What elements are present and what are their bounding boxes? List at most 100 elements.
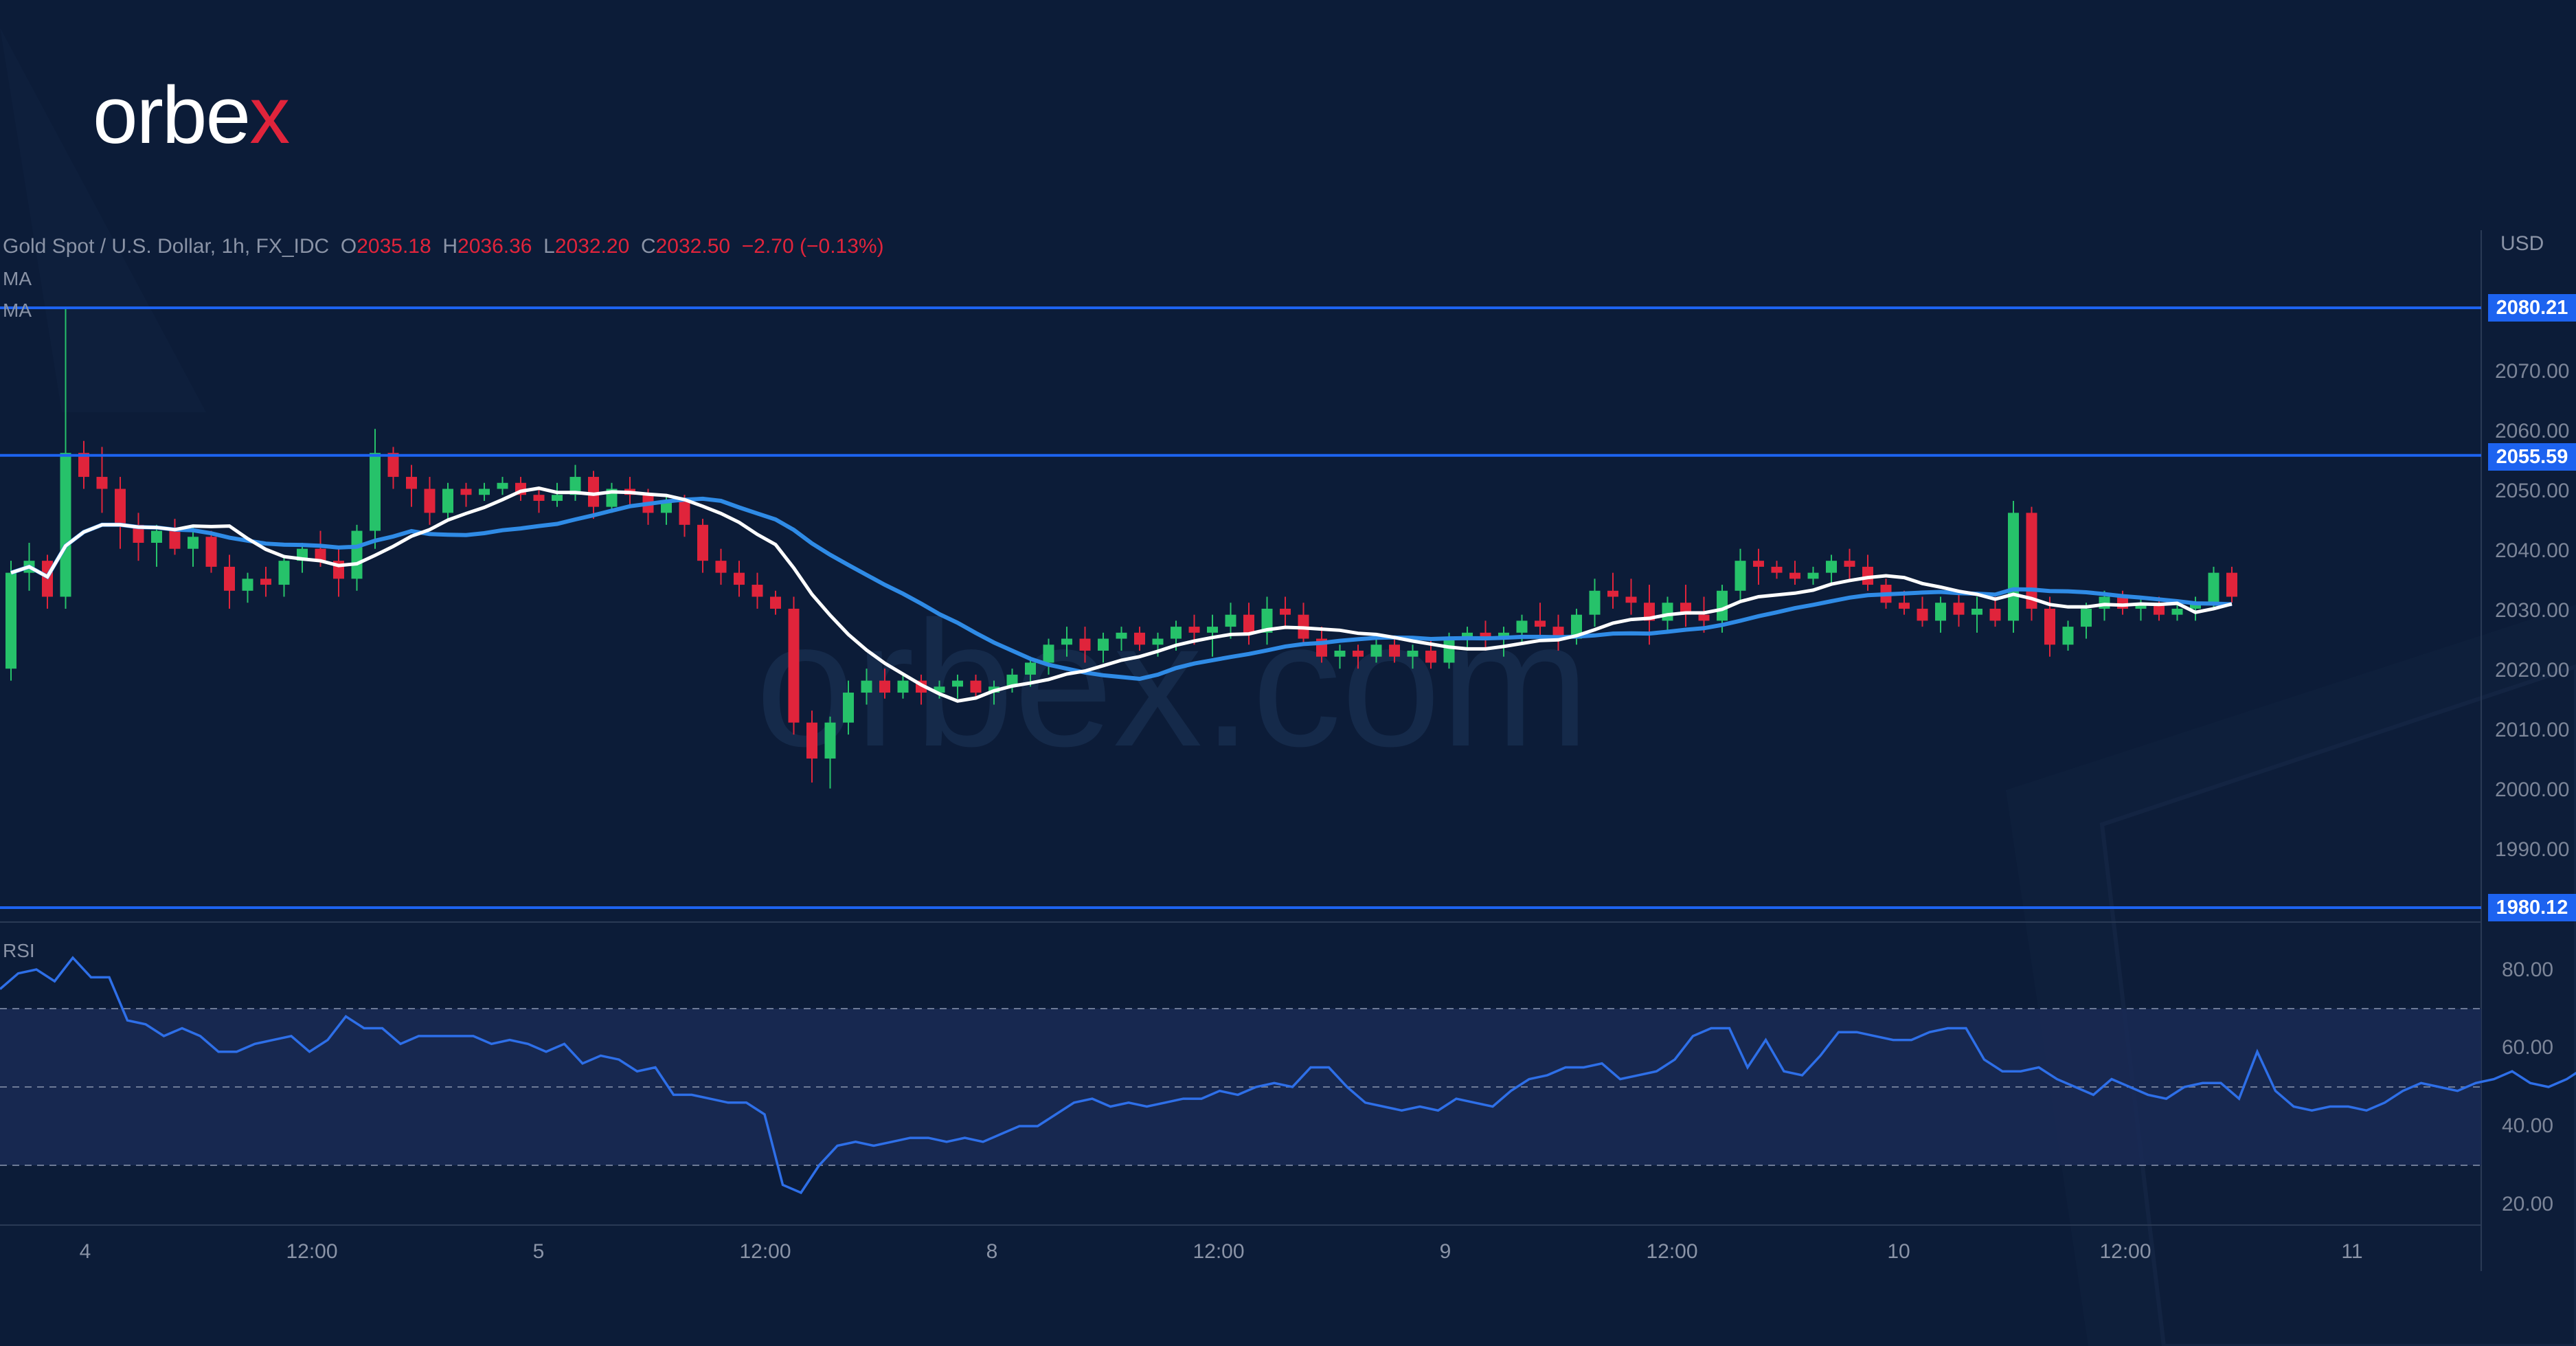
price-tick: 2060.00 bbox=[2495, 420, 2570, 442]
rsi-tick: 40.00 bbox=[2502, 1114, 2554, 1137]
candle bbox=[115, 477, 126, 549]
candle bbox=[1680, 585, 1691, 627]
candle bbox=[1753, 548, 1764, 585]
candle-body bbox=[588, 477, 599, 507]
candle bbox=[1971, 596, 1982, 633]
ma-indicator-label[interactable]: MA bbox=[3, 268, 32, 289]
time-tick: 4 bbox=[79, 1240, 91, 1263]
candle-body bbox=[370, 453, 381, 531]
candle bbox=[1353, 644, 1364, 669]
candle-body bbox=[205, 537, 217, 567]
candle-body bbox=[1261, 608, 1273, 633]
open-value: 2035.18 bbox=[357, 235, 431, 258]
candle-body bbox=[952, 680, 963, 687]
rsi-tick: 80.00 bbox=[2502, 958, 2554, 981]
candle bbox=[752, 572, 763, 609]
candle-body bbox=[1353, 650, 1364, 657]
candle-body bbox=[1006, 674, 1018, 687]
level-label-2055[interactable]: 2055.59 bbox=[2488, 443, 2576, 471]
candle bbox=[2135, 596, 2147, 621]
candle-body bbox=[188, 537, 199, 549]
candle bbox=[1826, 554, 1837, 585]
candle bbox=[370, 429, 381, 549]
high-label: H bbox=[442, 235, 458, 258]
candle-body bbox=[697, 524, 708, 561]
candle-body bbox=[1025, 662, 1036, 675]
candle-body bbox=[2062, 627, 2074, 645]
candle-body bbox=[1753, 561, 1764, 567]
candle-body bbox=[1607, 590, 1618, 597]
ma-indicator-label-2[interactable]: MA bbox=[3, 300, 32, 321]
candle-body bbox=[970, 680, 982, 693]
candle bbox=[824, 716, 836, 789]
candle bbox=[151, 524, 162, 567]
price-tick: 2000.00 bbox=[2495, 778, 2570, 801]
currency-label: USD bbox=[2500, 232, 2544, 255]
candle bbox=[42, 554, 53, 609]
candle bbox=[1225, 603, 1236, 639]
candle bbox=[96, 447, 108, 513]
candle-body bbox=[897, 680, 909, 693]
candle bbox=[1516, 614, 1528, 645]
candle bbox=[1006, 669, 1018, 693]
time-tick: 12:00 bbox=[286, 1240, 338, 1263]
candle-body bbox=[1535, 620, 1546, 627]
rsi-tick: 20.00 bbox=[2502, 1193, 2554, 1215]
candle-body bbox=[133, 524, 144, 543]
candle-body bbox=[1207, 627, 1218, 633]
time-tick: 9 bbox=[1439, 1240, 1451, 1263]
candle-body bbox=[2226, 572, 2237, 597]
candle-body bbox=[1134, 632, 1145, 645]
candle bbox=[2081, 603, 2092, 639]
candle bbox=[479, 482, 490, 501]
candle-body bbox=[806, 722, 817, 759]
horizontal-levels[interactable] bbox=[0, 306, 2481, 909]
price-tick: 2010.00 bbox=[2495, 719, 2570, 741]
watermark: orbex.com bbox=[756, 585, 1590, 784]
candle-body bbox=[315, 548, 326, 561]
time-tick: 8 bbox=[986, 1240, 998, 1263]
candle bbox=[1389, 638, 1400, 663]
candle-body bbox=[151, 530, 162, 543]
candle bbox=[460, 482, 472, 507]
candle bbox=[897, 674, 909, 699]
candle-body bbox=[96, 477, 108, 489]
candle bbox=[1771, 561, 1783, 579]
candle bbox=[2226, 566, 2237, 603]
candle bbox=[442, 482, 453, 519]
candle bbox=[1735, 548, 1746, 603]
time-tick: 5 bbox=[532, 1240, 545, 1263]
candle bbox=[133, 513, 144, 561]
candle bbox=[569, 464, 581, 501]
candle-series bbox=[5, 309, 2237, 789]
candle-body bbox=[2190, 603, 2201, 609]
level-label-2080[interactable]: 2080.21 bbox=[2488, 294, 2576, 322]
candle-body bbox=[1443, 638, 1455, 663]
level-label-1980[interactable]: 1980.12 bbox=[2488, 894, 2576, 921]
ma-slow-line bbox=[10, 496, 2233, 682]
candle-body bbox=[1225, 614, 1236, 627]
candle-body bbox=[1953, 603, 1965, 615]
candle bbox=[2026, 506, 2037, 621]
candle bbox=[278, 554, 290, 597]
candle bbox=[1043, 638, 1054, 675]
rsi-indicator-label[interactable]: RSI bbox=[3, 940, 35, 961]
candle-body bbox=[1407, 650, 1419, 657]
candle bbox=[169, 519, 181, 555]
candle bbox=[843, 680, 854, 735]
candle-body bbox=[260, 579, 271, 585]
time-tick: 10 bbox=[1887, 1240, 1910, 1263]
candle bbox=[1917, 596, 1928, 627]
candle bbox=[1370, 638, 1382, 663]
candle bbox=[351, 524, 363, 591]
candle-body bbox=[2117, 596, 2128, 609]
candle-body bbox=[1188, 627, 1200, 633]
candle-body bbox=[1370, 644, 1382, 657]
open-label: O bbox=[340, 235, 357, 258]
candle bbox=[205, 530, 217, 573]
candle bbox=[387, 447, 399, 489]
candle-body bbox=[497, 482, 508, 489]
candle bbox=[1480, 620, 1491, 651]
candle-body bbox=[533, 495, 545, 501]
